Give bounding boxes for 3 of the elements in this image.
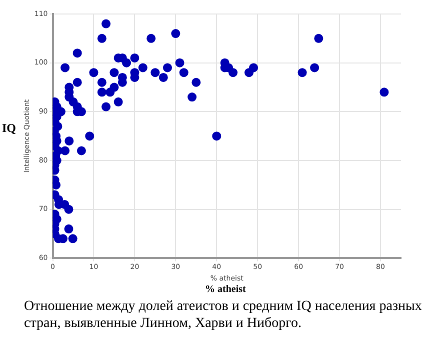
text: Отношение между долей атеистов и средним IQ населения разных стран, выявленные Линном, Харви и Ниборго. bbox=[24, 298, 423, 332]
text: % atheist bbox=[205, 284, 246, 295]
text: IQ bbox=[2, 121, 16, 136]
